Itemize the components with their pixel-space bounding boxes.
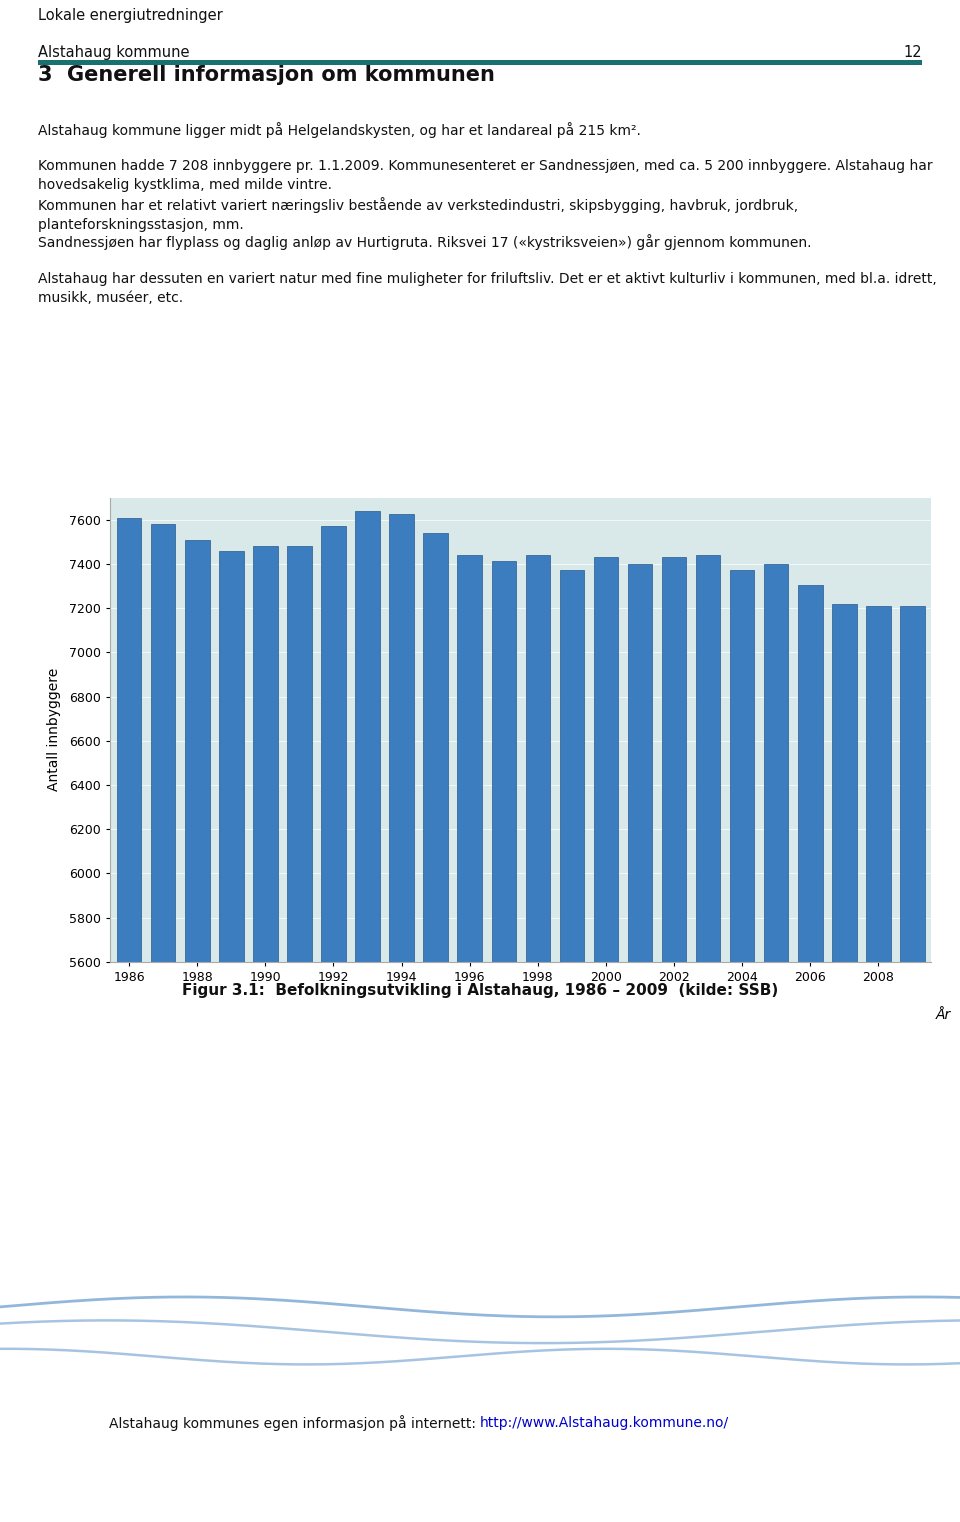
Bar	[458, 556, 482, 1522]
Bar	[355, 511, 380, 1522]
Bar	[866, 606, 891, 1522]
Bar	[628, 565, 652, 1522]
Bar	[117, 517, 141, 1522]
Bar	[322, 527, 346, 1522]
Bar	[185, 540, 209, 1522]
Text: Kommunen har et relativt variert næringsliv bestående av verkstedindustri, skips: Kommunen har et relativt variert nærings…	[38, 196, 799, 231]
Bar	[253, 546, 277, 1522]
Text: 12: 12	[903, 46, 922, 59]
Text: Sandnessjøen har flyplass og daglig anløp av Hurtigruta. Riksvei 17 («kystriksve: Sandnessjøen har flyplass og daglig anlø…	[38, 234, 812, 251]
Text: Alstahaug kommune: Alstahaug kommune	[38, 46, 190, 59]
Bar	[492, 560, 516, 1522]
Bar	[661, 557, 686, 1522]
Text: Alstahaug kommunes egen informasjon på internett:: Alstahaug kommunes egen informasjon på i…	[108, 1415, 480, 1431]
Bar	[560, 569, 584, 1522]
Bar	[287, 546, 312, 1522]
Bar	[390, 514, 414, 1522]
Text: http://www.Alstahaug.kommune.no/: http://www.Alstahaug.kommune.no/	[480, 1415, 730, 1431]
Bar	[730, 569, 755, 1522]
Y-axis label: Antall innbyggere: Antall innbyggere	[47, 668, 61, 791]
Text: År: År	[935, 1009, 950, 1023]
Bar	[832, 604, 856, 1522]
Bar	[900, 606, 924, 1522]
Text: Lokale energiutredninger: Lokale energiutredninger	[38, 8, 223, 23]
Bar	[696, 556, 720, 1522]
Text: Kommunen hadde 7 208 innbyggere pr. 1.1.2009. Kommunesenteret er Sandnessjøen, m: Kommunen hadde 7 208 innbyggere pr. 1.1.…	[38, 160, 933, 192]
Bar	[764, 565, 788, 1522]
Bar	[593, 557, 618, 1522]
Text: Alstahaug kommune ligger midt på Helgelandskysten, og har et landareal på 215 km: Alstahaug kommune ligger midt på Helgela…	[38, 122, 641, 137]
Bar	[525, 556, 550, 1522]
Bar	[219, 551, 244, 1522]
Bar	[798, 584, 823, 1522]
Bar	[423, 533, 448, 1522]
Bar	[151, 524, 176, 1522]
Text: 3  Generell informasjon om kommunen: 3 Generell informasjon om kommunen	[38, 65, 495, 85]
Text: Figur 3.1:  Befolkningsutvikling i Alstahaug, 1986 – 2009  (kilde: SSB): Figur 3.1: Befolkningsutvikling i Alstah…	[181, 983, 779, 998]
Text: Alstahaug har dessuten en variert natur med fine muligheter for friluftsliv. Det: Alstahaug har dessuten en variert natur …	[38, 272, 937, 304]
